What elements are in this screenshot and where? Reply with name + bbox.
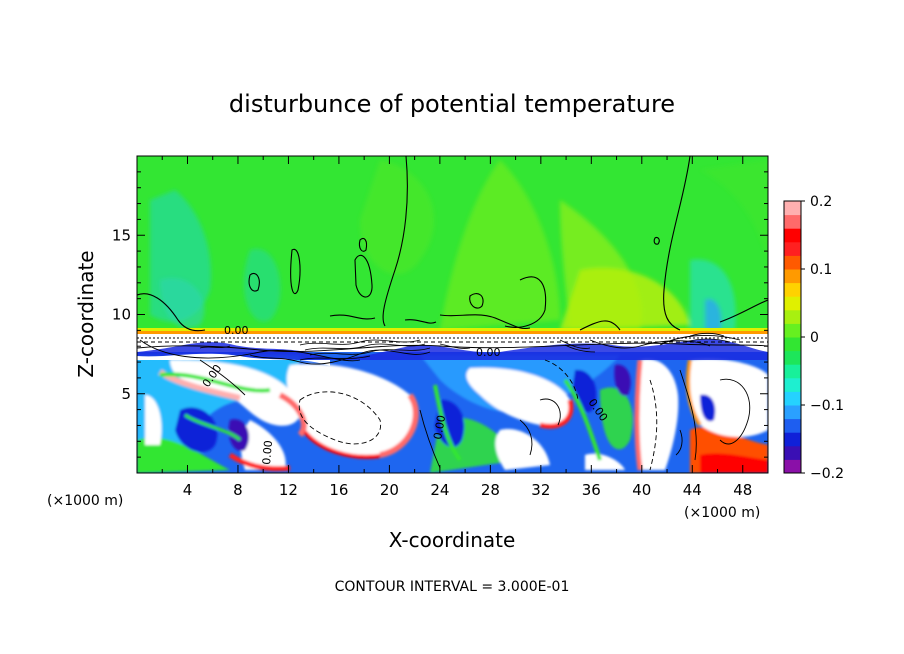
colorbar-swatch	[784, 350, 801, 365]
y-tick-label: 10	[112, 306, 131, 324]
x-axis-label: X-coordinate	[389, 528, 516, 552]
x-tick-label: 28	[481, 481, 500, 499]
x-tick-label: 12	[279, 481, 298, 499]
colorbar-swatch	[784, 323, 801, 338]
colorbar-tick-label: −0.2	[810, 466, 844, 482]
colorbar-swatch	[784, 405, 801, 420]
y-tick-label: 5	[121, 385, 131, 403]
x-tick-label: 24	[430, 481, 449, 499]
y-tick-label: 15	[112, 226, 131, 244]
colorbar-swatch	[784, 432, 801, 447]
colorbar-swatch	[784, 269, 801, 284]
colorbar-swatch	[784, 377, 801, 392]
y-axis: 5 10 15	[112, 171, 768, 458]
colorbar-tick-label: 0.2	[810, 194, 832, 210]
x-tick-label: 48	[733, 481, 752, 499]
x-unit-label-left: (×1000 m)	[47, 493, 123, 509]
colorbar-swatch	[784, 337, 801, 352]
contour-interval-note: CONTOUR INTERVAL = 3.000E-01	[335, 579, 570, 595]
interface-band-yellow	[137, 328, 768, 331]
x-tick-label: 20	[380, 481, 399, 499]
contour-label: 0.00	[260, 440, 275, 466]
chart-title: disturbunce of potential temperature	[229, 90, 675, 118]
colorbar-swatch	[784, 309, 801, 324]
interface-band-orange	[137, 331, 768, 334]
colorbar-swatch	[784, 296, 801, 311]
colorbar-swatch	[784, 201, 801, 216]
colorbar-swatch	[784, 282, 801, 297]
colorbar: 0.2 0.1 0 −0.1 −0.2	[783, 194, 844, 482]
colorbar-swatch	[784, 445, 801, 460]
colorbar-tick-label: 0.1	[810, 262, 832, 278]
contour-cluster	[199, 332, 731, 361]
x-unit-label-right: (×1000 m)	[684, 505, 760, 521]
x-tick-label: 36	[582, 481, 601, 499]
x-tick-label: 44	[683, 481, 702, 499]
colorbar-swatch	[784, 228, 801, 243]
contour-lines-upper	[137, 156, 768, 332]
interface-crest	[137, 339, 768, 360]
colorbar-tick-label: −0.1	[810, 398, 844, 414]
y-axis-label: Z-coordinate	[74, 250, 98, 377]
colorbar-swatch	[784, 255, 801, 270]
contour-label: 0.00	[224, 324, 249, 337]
x-tick-label: 4	[183, 481, 193, 499]
lower-structures	[137, 355, 768, 473]
contour-label: 0.00	[476, 346, 501, 359]
colorbar-swatch	[784, 391, 801, 406]
contour-lines-lower	[137, 334, 768, 471]
upper-variations	[150, 160, 768, 332]
x-tick-label: 16	[329, 481, 348, 499]
x-tick-label: 8	[233, 481, 243, 499]
contour-label: 0.00	[431, 414, 448, 440]
plot-area: 0.00 0.00 0.00 0.00 0.00 0.00	[137, 156, 768, 473]
x-tick-label: 32	[531, 481, 550, 499]
colorbar-swatch	[784, 364, 801, 379]
colorbar-tick-label: 0	[810, 330, 819, 346]
contour-labels: 0.00 0.00 0.00 0.00 0.00 0.00	[200, 324, 610, 465]
colorbar-swatch	[784, 418, 801, 433]
x-tick-label: 40	[632, 481, 651, 499]
x-axis: 4 8 12 16 20 24 28 32 36 40 44 48	[161, 156, 752, 499]
colorbar-swatch	[784, 241, 801, 256]
colorbar-swatch	[784, 214, 801, 229]
colorbar-swatch	[784, 459, 801, 474]
